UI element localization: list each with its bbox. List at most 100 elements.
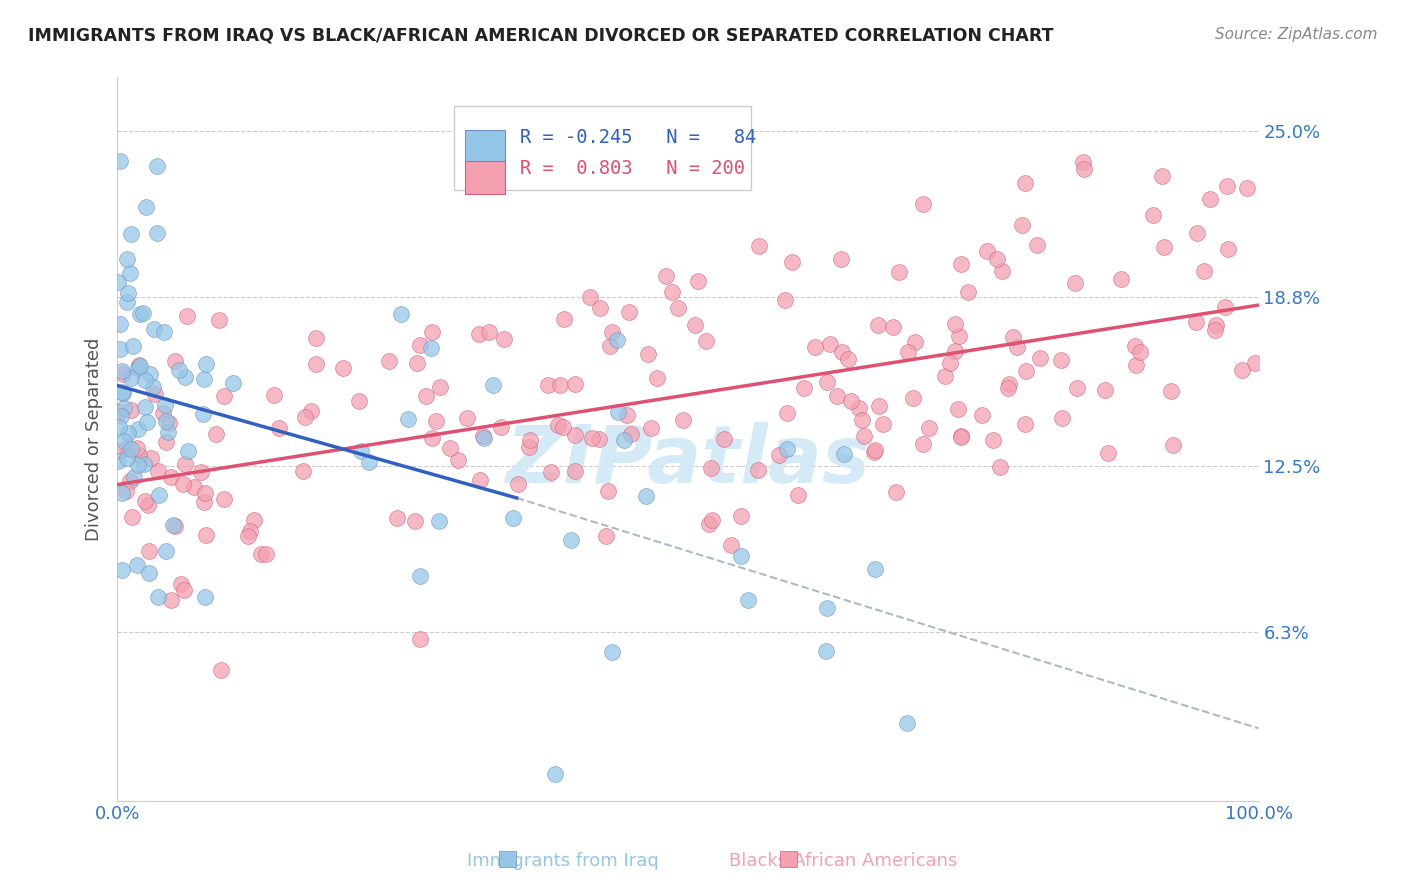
Point [866,318,889,333]
Point [107,453,129,467]
Point [1029,351,1052,365]
Point [107,420,129,434]
Point [1236,181,1258,195]
Point [385,510,408,524]
Point [911,197,934,211]
Point [588,432,610,446]
Point [869,399,891,413]
Point [157,416,180,430]
Point [136,415,159,429]
Point [1005,340,1028,354]
Point [108,343,131,357]
Point [110,563,132,577]
Point [872,417,894,431]
Point [637,346,659,360]
Point [207,313,229,327]
Point [737,592,759,607]
Point [128,359,150,373]
Point [172,477,194,491]
Point [837,352,859,367]
Point [139,368,162,382]
Point [122,339,145,353]
FancyBboxPatch shape [465,161,505,194]
Point [254,547,277,561]
Point [155,414,177,428]
Point [112,386,135,401]
Point [702,513,724,527]
Point [636,489,658,503]
Point [128,359,150,374]
Point [120,227,142,242]
Point [108,317,131,331]
Point [976,244,998,258]
Point [1215,301,1237,315]
Point [901,391,924,405]
Point [138,566,160,581]
Point [949,257,972,271]
Point [222,376,245,390]
Point [408,569,430,583]
Point [378,354,401,368]
Point [564,377,586,392]
Point [111,364,134,378]
Point [831,344,853,359]
Point [250,547,273,561]
Point [997,381,1019,395]
Point [519,433,541,447]
Point [120,371,142,385]
Point [848,401,870,415]
Point [142,380,165,394]
Point [1050,411,1073,425]
Point [447,453,470,467]
Point [654,268,676,283]
Point [236,529,259,543]
Point [1111,272,1133,286]
Point [972,409,994,423]
Point [1142,208,1164,222]
Text: R =  0.803   N = 200: R = 0.803 N = 200 [520,159,745,178]
Point [1073,161,1095,176]
Point [118,475,141,489]
Point [404,514,426,528]
Point [146,590,169,604]
Point [804,340,827,354]
Point [957,285,980,299]
Point [502,510,524,524]
Y-axis label: Divorced or Separated: Divorced or Separated [86,337,103,541]
Point [912,437,935,451]
Point [661,285,683,299]
Point [406,356,429,370]
FancyBboxPatch shape [465,130,505,162]
Point [176,310,198,324]
Point [134,400,156,414]
Point [173,582,195,597]
Point [1216,179,1239,194]
Point [125,558,148,572]
Point [107,275,129,289]
Point [950,429,973,443]
Point [1216,242,1239,256]
Point [782,255,804,269]
Point [606,405,628,419]
Point [786,488,808,502]
Point [776,442,799,456]
Point [152,406,174,420]
Point [1011,218,1033,232]
Point [1152,169,1174,183]
Point [887,265,910,279]
Point [815,600,838,615]
Point [193,495,215,509]
Point [1199,192,1222,206]
Point [517,440,540,454]
Point [110,409,132,423]
Point [589,301,612,315]
Point [174,457,197,471]
Point [170,577,193,591]
Point [139,450,162,465]
Point [120,442,142,457]
Text: R = -0.245   N =   84: R = -0.245 N = 84 [520,128,756,147]
Point [1125,339,1147,353]
Point [108,444,131,458]
Point [122,469,145,483]
Point [851,413,873,427]
